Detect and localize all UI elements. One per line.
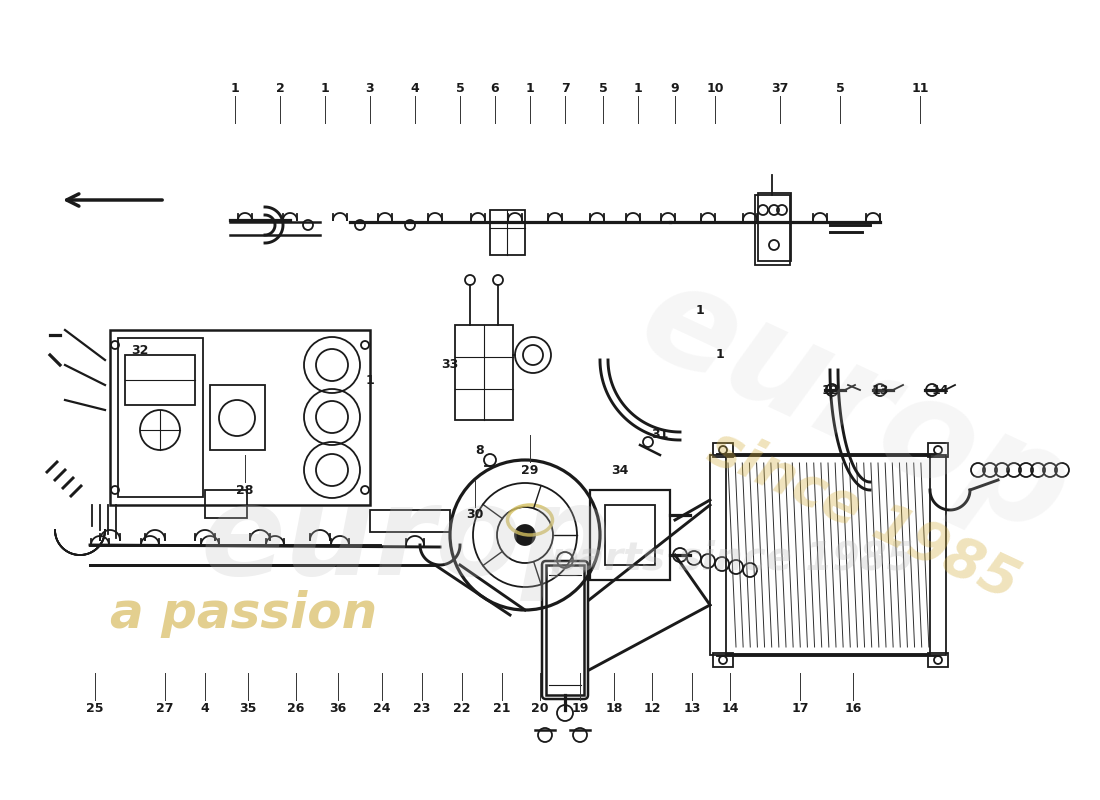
Text: europ: europ	[200, 480, 610, 601]
Text: 27: 27	[156, 702, 174, 714]
Circle shape	[515, 525, 535, 545]
Bar	[605, 505, 654, 565]
Text: 25: 25	[86, 702, 103, 714]
Bar	[455, 325, 513, 420]
Text: 30: 30	[466, 509, 484, 522]
Text: 18: 18	[605, 702, 623, 714]
Text: 33: 33	[441, 358, 459, 371]
Text: 14: 14	[932, 383, 948, 397]
Text: 12: 12	[822, 383, 838, 397]
Text: 4: 4	[410, 82, 419, 94]
Text: since 1985: since 1985	[700, 420, 1027, 611]
Text: 9: 9	[671, 82, 680, 94]
Text: 28: 28	[236, 483, 254, 497]
Text: 24: 24	[373, 702, 390, 714]
Bar	[118, 338, 204, 497]
Text: 12: 12	[644, 702, 661, 714]
Text: 21: 21	[493, 702, 510, 714]
Bar	[590, 490, 670, 580]
Text: 1: 1	[320, 82, 329, 94]
Text: 26: 26	[287, 702, 305, 714]
Text: 10: 10	[706, 82, 724, 94]
Text: 5: 5	[455, 82, 464, 94]
Text: 34: 34	[612, 463, 629, 477]
Bar	[928, 443, 948, 457]
Bar	[205, 490, 248, 518]
Text: 1: 1	[634, 82, 642, 94]
Text: 1: 1	[716, 349, 725, 362]
Text: 20: 20	[531, 702, 549, 714]
Bar	[546, 565, 584, 695]
Text: 1: 1	[526, 82, 535, 94]
Text: 37: 37	[771, 82, 789, 94]
Bar	[713, 443, 733, 457]
Bar	[370, 510, 450, 532]
Text: 4: 4	[200, 702, 209, 714]
Bar	[755, 195, 790, 265]
Bar	[930, 455, 946, 655]
Text: 7: 7	[561, 82, 570, 94]
Text: 8: 8	[475, 443, 484, 457]
Text: 13: 13	[683, 702, 701, 714]
Bar	[490, 210, 525, 255]
Bar	[928, 653, 948, 667]
Text: 1: 1	[695, 303, 704, 317]
Text: 3: 3	[365, 82, 374, 94]
Text: parts since 1985: parts since 1985	[550, 540, 913, 578]
Text: 29: 29	[521, 463, 539, 477]
Text: 5: 5	[836, 82, 845, 94]
Bar	[210, 385, 265, 450]
Bar	[710, 455, 726, 655]
Text: 2: 2	[276, 82, 285, 94]
Text: 5: 5	[598, 82, 607, 94]
Text: 1: 1	[365, 374, 374, 386]
Text: 35: 35	[240, 702, 256, 714]
Text: 11: 11	[911, 82, 928, 94]
Text: 23: 23	[414, 702, 431, 714]
Text: 1: 1	[231, 82, 240, 94]
Text: 19: 19	[571, 702, 588, 714]
Text: 13: 13	[871, 383, 889, 397]
Bar	[718, 455, 938, 655]
Bar	[713, 653, 733, 667]
Text: 36: 36	[329, 702, 346, 714]
Text: a passion: a passion	[110, 590, 377, 638]
Text: 17: 17	[791, 702, 808, 714]
Text: 6: 6	[491, 82, 499, 94]
Bar	[758, 193, 791, 261]
Text: 16: 16	[845, 702, 861, 714]
Text: europ: europ	[620, 250, 1091, 566]
Text: 32: 32	[131, 343, 149, 357]
Text: 14: 14	[722, 702, 739, 714]
Bar	[125, 355, 195, 405]
Text: 22: 22	[453, 702, 471, 714]
Bar	[110, 330, 370, 505]
Text: 31: 31	[651, 429, 669, 442]
